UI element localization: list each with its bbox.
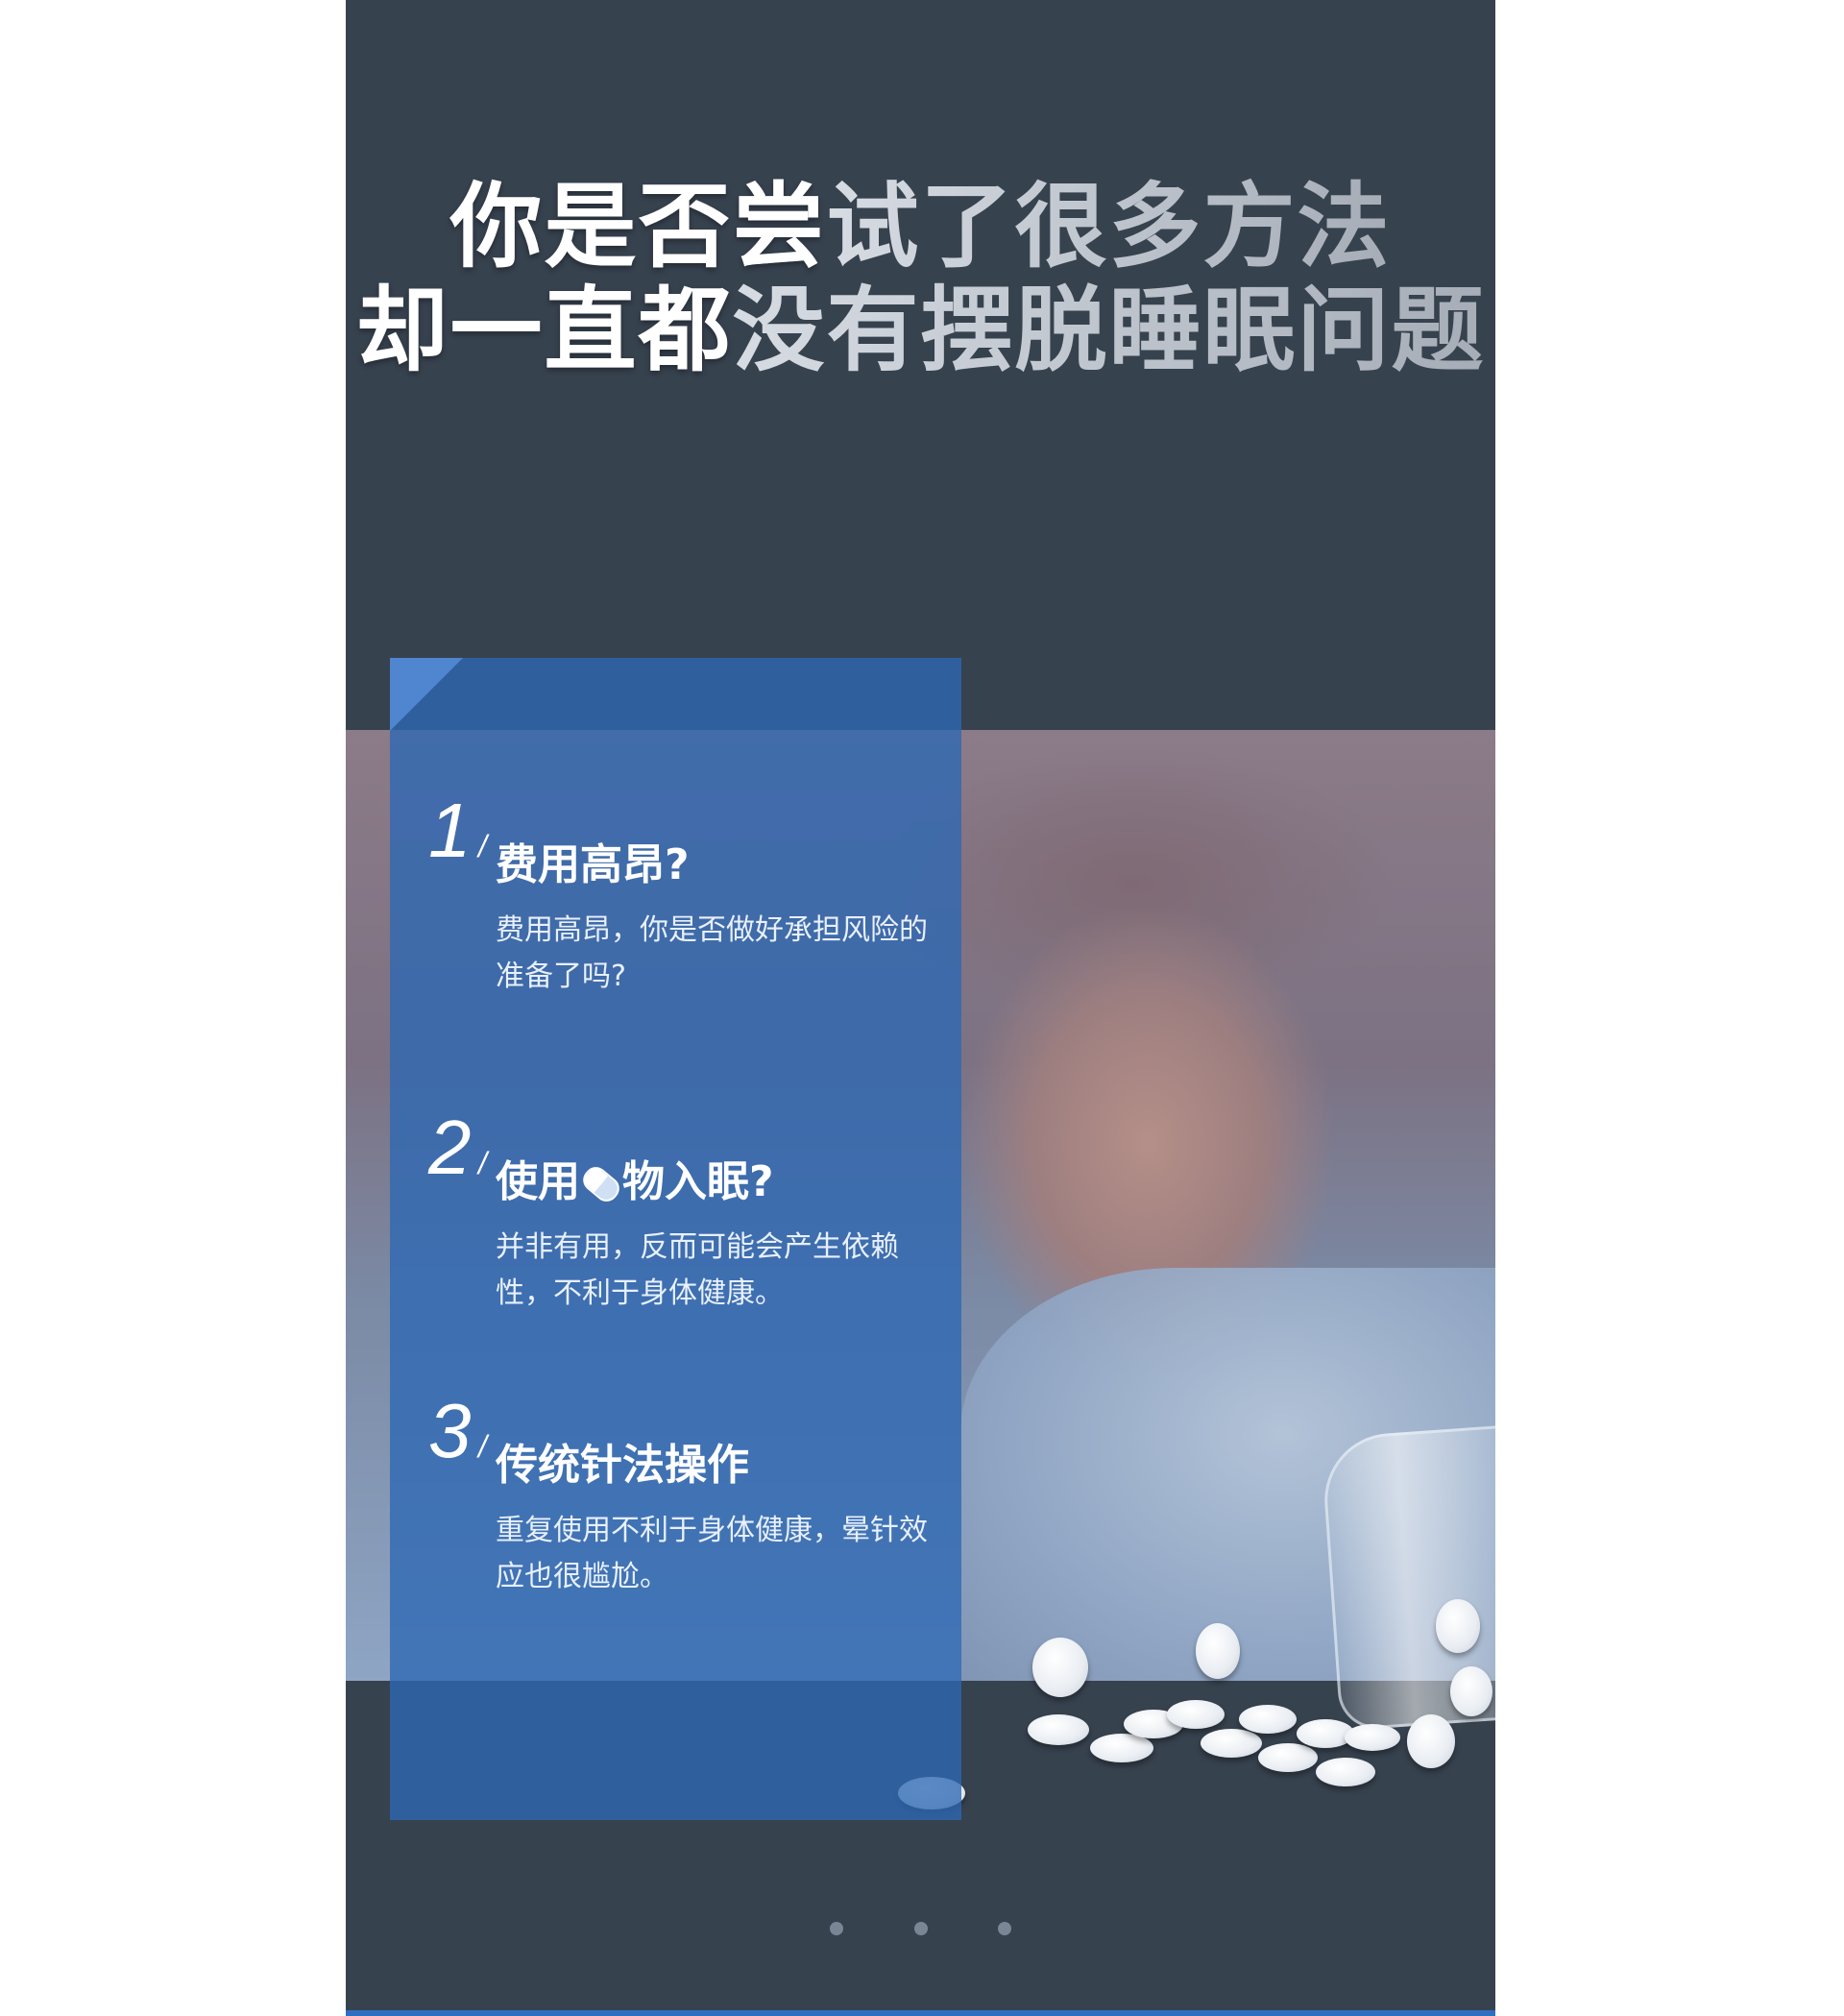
pill (1167, 1700, 1225, 1729)
bottom-accent-bar (346, 2010, 1495, 2016)
pain-point-number: 2 (428, 1105, 472, 1190)
pill (1032, 1638, 1088, 1697)
pill (1196, 1623, 1240, 1679)
headline-line-1-part-b: 试了很多方法 (826, 173, 1392, 280)
headline-line-1-part-a: 你是否尝 (449, 173, 827, 280)
pain-point-slash: / (478, 1146, 487, 1180)
pain-point-description: 费用高昂，你是否做好承担风险的准备了吗? (496, 913, 928, 993)
pain-point-slash: / (478, 1429, 487, 1464)
pill (1090, 1734, 1153, 1762)
pain-points-panel: 1 / 费用高昂? 费用高昂，你是否做好承担风险的准备了吗? 2 / 使用 物入眠… (390, 658, 961, 1820)
headline-line-1: 你是否尝试了很多方法 (346, 175, 1495, 279)
banner-canvas: 你是否尝试了很多方法 却一直都没有摆脱睡眠问题 1 / 费用高昂? 费用高昂，你… (346, 0, 1495, 2016)
pill (1201, 1729, 1262, 1758)
pain-point-title: 费用高昂? (496, 840, 690, 889)
pain-point-description: 重复使用不利于身体健康，晕针效应也很尴尬。 (496, 1514, 928, 1593)
capsule-icon (578, 1162, 624, 1206)
headline-line-2: 却一直都没有摆脱睡眠问题 (346, 279, 1495, 382)
carousel-dot-2[interactable] (913, 1922, 928, 1935)
panel-corner-accent (390, 658, 463, 731)
pill (1028, 1714, 1089, 1745)
headline-line-2-part-a: 却一直都 (355, 277, 733, 384)
carousel-dot-1[interactable] (830, 1922, 844, 1935)
pain-point-description: 并非有用，反而可能会产生依赖性，不利于身体健康。 (496, 1230, 899, 1310)
carousel-pagination (346, 1921, 1495, 1939)
pill (1239, 1705, 1297, 1734)
pain-point-title: 传统针法操作 (496, 1441, 749, 1490)
pain-point-title-part-b: 物入眠? (622, 1157, 774, 1206)
headline: 你是否尝试了很多方法 却一直都没有摆脱睡眠问题 (346, 175, 1495, 382)
pill (1407, 1714, 1455, 1768)
pain-point-slash: / (478, 829, 487, 863)
pill (1316, 1758, 1375, 1786)
pain-point-title-part-a: 使用 (496, 1157, 580, 1206)
headline-line-2-part-b: 没有摆脱睡眠问题 (732, 277, 1486, 384)
pill (1258, 1743, 1318, 1772)
pain-point-number: 1 (428, 788, 472, 873)
pill (1345, 1724, 1400, 1751)
carousel-dot-3[interactable] (997, 1922, 1011, 1935)
pain-point-title: 使用 物入眠? (496, 1155, 774, 1209)
pain-point-number: 3 (428, 1388, 472, 1473)
pill (1450, 1666, 1492, 1716)
pill (1436, 1599, 1480, 1653)
